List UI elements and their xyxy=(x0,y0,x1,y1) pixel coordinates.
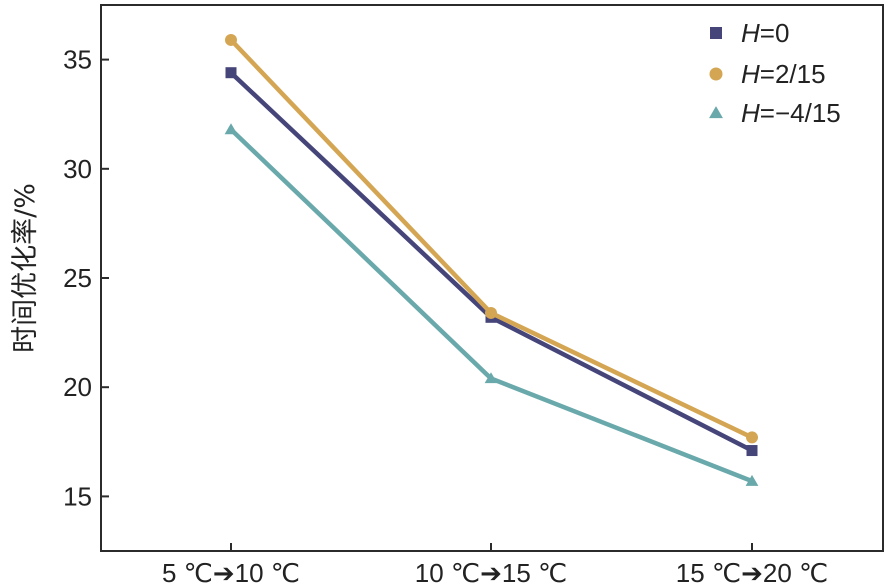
square-marker xyxy=(746,445,758,457)
x-tick-label: 15 ℃➔20 ℃ xyxy=(676,558,828,588)
triangle-marker xyxy=(709,106,723,119)
legend-suffix: =−4/15 xyxy=(760,98,841,128)
series-layer xyxy=(224,33,759,486)
series-line xyxy=(229,127,753,484)
circle-marker xyxy=(709,67,723,81)
legend-var: H xyxy=(741,98,760,128)
series-1 xyxy=(225,33,758,444)
circle-marker xyxy=(746,431,758,444)
triangle-marker xyxy=(745,474,759,486)
circle-marker xyxy=(225,33,237,46)
x-tick-label: 5 ℃➔10 ℃ xyxy=(162,558,300,588)
square-marker xyxy=(710,27,722,39)
series-0 xyxy=(225,67,758,457)
y-tick-label: 15 xyxy=(63,481,92,511)
legend-label: H=2/15 xyxy=(741,59,826,89)
series-line xyxy=(229,71,754,453)
y-tick-label: 35 xyxy=(63,45,92,75)
legend-suffix: =0 xyxy=(760,18,790,48)
square-marker xyxy=(225,67,237,79)
triangle-marker xyxy=(484,372,498,384)
legend-var: H xyxy=(741,59,760,89)
circle-marker xyxy=(485,306,497,319)
legend-var: H xyxy=(741,18,760,48)
legend: H=0H=2/15H=−4/15 xyxy=(709,18,841,128)
legend-label: H=−4/15 xyxy=(741,98,841,128)
y-axis-label: 时间优化率/% xyxy=(10,183,41,353)
y-tick-label: 25 xyxy=(63,263,92,293)
triangle-marker xyxy=(224,123,238,135)
y-tick-label: 20 xyxy=(63,372,92,402)
x-tick-label: 10 ℃➔15 ℃ xyxy=(415,558,567,588)
legend-label: H=0 xyxy=(741,18,789,48)
axes: 15 20 25 30 35 5 ℃➔10 ℃ 10 ℃➔15 ℃ 15 ℃➔20 ℃ xyxy=(63,4,884,588)
series-2 xyxy=(224,123,759,486)
legend-suffix: =2/15 xyxy=(760,59,826,89)
y-tick-label: 30 xyxy=(63,154,92,184)
